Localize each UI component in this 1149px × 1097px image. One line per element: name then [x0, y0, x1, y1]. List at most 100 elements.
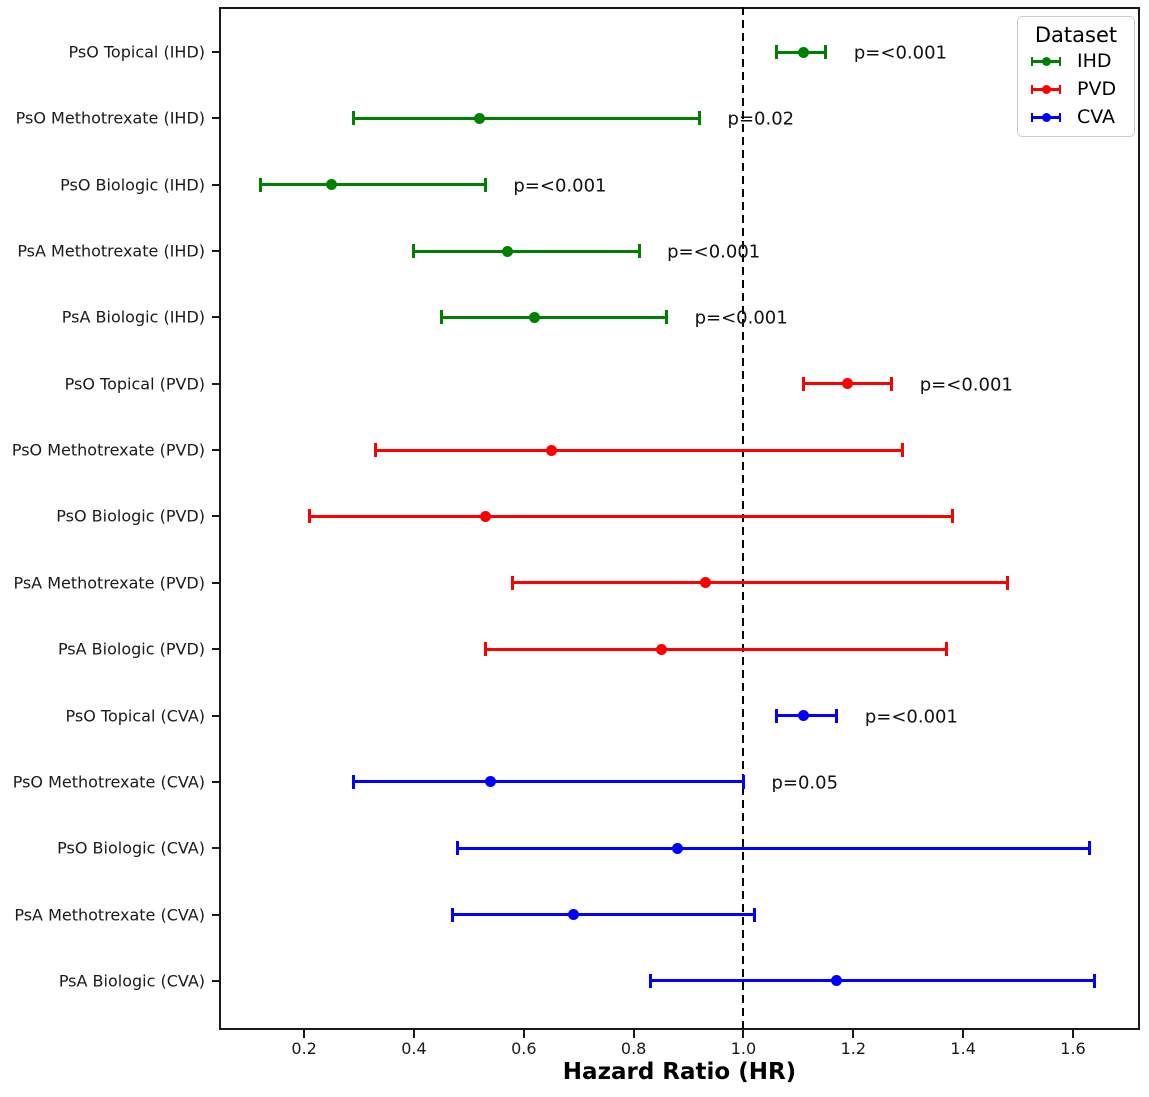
p-value-annotation: p=<0.001 [853, 42, 947, 64]
x-axis-tick [412, 1030, 415, 1038]
legend-item-label: CVA [1077, 106, 1116, 128]
y-axis-category-label: PsO Biologic (PVD) [56, 506, 205, 526]
ci-cap-high [945, 642, 949, 657]
legend-item-label: IHD [1077, 50, 1112, 72]
y-axis-category-label: PsO Methotrexate (IHD) [15, 108, 205, 128]
y-axis-category-label: PsO Biologic (IHD) [60, 175, 205, 195]
ci-line [485, 647, 947, 651]
legend-errorbar-part [1031, 84, 1033, 94]
reference-line-hr1 [742, 7, 745, 1030]
ci-cap-low [648, 973, 652, 988]
ci-line [353, 116, 700, 120]
y-axis-tick [212, 183, 219, 186]
y-axis-tick [212, 648, 219, 651]
ci-cap-low [258, 177, 262, 192]
hr-point-marker [831, 975, 843, 987]
y-axis-category-label: PsA Biologic (PVD) [57, 639, 205, 659]
ci-cap-high [698, 111, 702, 126]
y-axis-tick [212, 316, 219, 319]
legend-errorbar-part [1041, 84, 1051, 94]
ci-line [441, 315, 667, 319]
ci-cap-high [483, 177, 487, 192]
x-axis-tick-label: 0.8 [620, 1039, 647, 1058]
y-axis-tick [212, 117, 219, 120]
x-axis-tick [742, 1030, 745, 1038]
x-axis-tick-label: 0.6 [511, 1039, 537, 1058]
hr-point-marker [798, 710, 810, 721]
x-axis-tick-label: 0.4 [401, 1039, 427, 1058]
hr-point-marker [699, 577, 711, 589]
ci-cap-high [741, 774, 745, 789]
ci-cap-high [1093, 973, 1097, 988]
hr-point-marker [655, 643, 667, 655]
ci-cap-high [1087, 841, 1091, 856]
hr-point-marker [326, 179, 338, 191]
hr-point-marker [545, 444, 557, 456]
y-axis-tick [212, 714, 219, 717]
y-axis-category-label: PsO Methotrexate (PVD) [11, 440, 205, 460]
hr-point-marker [479, 510, 491, 522]
ci-line [457, 846, 1090, 850]
ci-cap-low [483, 642, 487, 657]
legend-errorbar-part [1059, 56, 1061, 66]
x-axis-tick-label: 0.2 [291, 1039, 317, 1058]
x-axis-tick [852, 1030, 855, 1038]
legend-title: Dataset [1034, 23, 1118, 47]
ci-line [452, 913, 755, 917]
ci-cap-low [439, 310, 443, 325]
legend-item-ihd: IHD [1018, 47, 1134, 75]
x-axis-tick-label: 1.2 [840, 1039, 867, 1058]
ci-cap-low [774, 45, 778, 59]
ci-cap-high [835, 708, 839, 723]
y-axis-tick [212, 847, 219, 850]
plot-area [219, 7, 1140, 1030]
ci-line [309, 514, 953, 518]
hr-point-marker [485, 776, 497, 788]
ci-line [353, 780, 744, 784]
p-value-annotation: p=<0.001 [694, 307, 788, 329]
y-axis-category-label: PsA Methotrexate (PVD) [13, 573, 205, 593]
ci-cap-high [752, 907, 756, 922]
hr-point-marker [798, 46, 810, 58]
legend-item-pvd: PVD [1018, 75, 1134, 103]
x-axis-tick [632, 1030, 635, 1038]
y-axis-category-label: PsO Biologic (CVA) [57, 838, 205, 858]
hr-point-marker [842, 378, 854, 390]
ci-cap-low [412, 244, 416, 259]
ci-cap-low [774, 708, 778, 723]
y-axis-category-label: PsA Biologic (IHD) [61, 307, 205, 327]
y-axis-tick [212, 51, 219, 53]
y-axis-tick [212, 913, 219, 916]
y-axis-category-label: PsO Methotrexate (CVA) [12, 772, 205, 792]
ci-line [413, 249, 640, 253]
ci-cap-high [890, 376, 894, 391]
ci-cap-high [637, 244, 641, 259]
legend-item-cva: CVA [1018, 103, 1134, 131]
ci-cap-low [511, 575, 515, 590]
hr-point-marker [567, 909, 579, 921]
ci-line [650, 979, 1095, 983]
ci-line [260, 183, 486, 187]
y-axis-category-label: PsA Methotrexate (CVA) [14, 905, 205, 925]
y-axis-tick [212, 979, 219, 982]
y-axis-category-label: PsO Topical (PVD) [64, 374, 205, 394]
y-axis-tick [212, 449, 219, 452]
y-axis-category-label: PsO Topical (CVA) [65, 706, 205, 725]
ci-cap-low [374, 443, 378, 458]
legend-errorbar-part [1031, 56, 1033, 66]
ci-cap-high [665, 310, 669, 325]
hr-point-marker [501, 245, 513, 257]
y-axis-tick [212, 250, 219, 253]
y-axis-tick [212, 581, 219, 584]
x-axis-tick-label: 1.4 [950, 1039, 976, 1058]
p-value-annotation: p=0.05 [771, 772, 839, 794]
ci-cap-low [450, 907, 454, 922]
legend-errorbar-part [1041, 56, 1051, 66]
legend-box: Dataset IHD PVD CVA [1017, 16, 1135, 137]
ci-cap-high [824, 45, 828, 59]
x-axis-tick [962, 1030, 965, 1038]
ci-cap-low [352, 774, 356, 789]
y-axis-category-label: PsO Topical (IHD) [68, 42, 205, 62]
x-axis-tick-label: 1.6 [1060, 1039, 1086, 1058]
